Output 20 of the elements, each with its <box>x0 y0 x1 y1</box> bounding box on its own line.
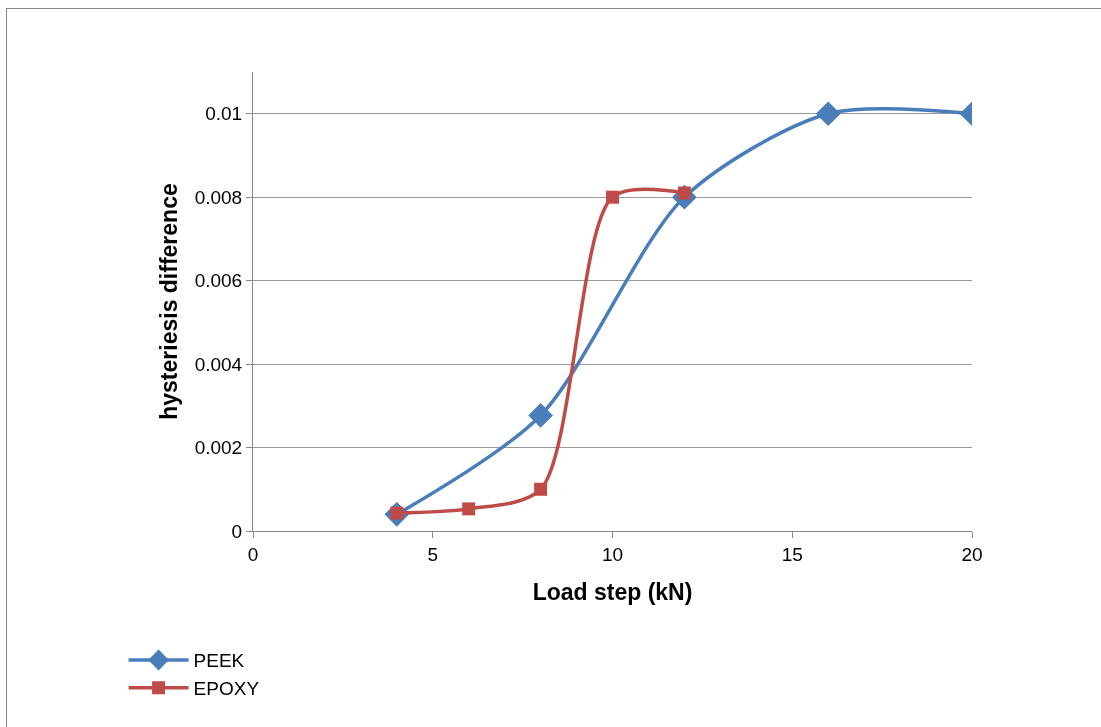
legend-label: PEEK <box>193 650 245 672</box>
legend-label: EPOXY <box>193 678 260 700</box>
x-tick-label: 10 <box>601 543 624 565</box>
y-tick-label: 0.006 <box>194 270 243 292</box>
x-tick-label: 15 <box>781 543 803 565</box>
x-tick-label: 0 <box>247 543 259 565</box>
point <box>462 502 476 516</box>
x-tick-label: 5 <box>427 543 439 565</box>
y-tick-label: 0.004 <box>194 353 243 375</box>
y-tick-label: 0.002 <box>194 437 243 459</box>
point <box>534 482 548 496</box>
x-axis-title: Load step (kN) <box>532 579 693 606</box>
y-tick-label: 0.01 <box>205 103 243 125</box>
y-tick-label: 0.008 <box>194 186 243 208</box>
point <box>606 190 619 204</box>
point <box>815 101 841 127</box>
y-axis-title: hysteriesis difference <box>156 183 183 420</box>
point <box>528 403 553 428</box>
y-tick-label: 0 <box>231 520 243 542</box>
x-tick-label: 20 <box>961 543 983 565</box>
